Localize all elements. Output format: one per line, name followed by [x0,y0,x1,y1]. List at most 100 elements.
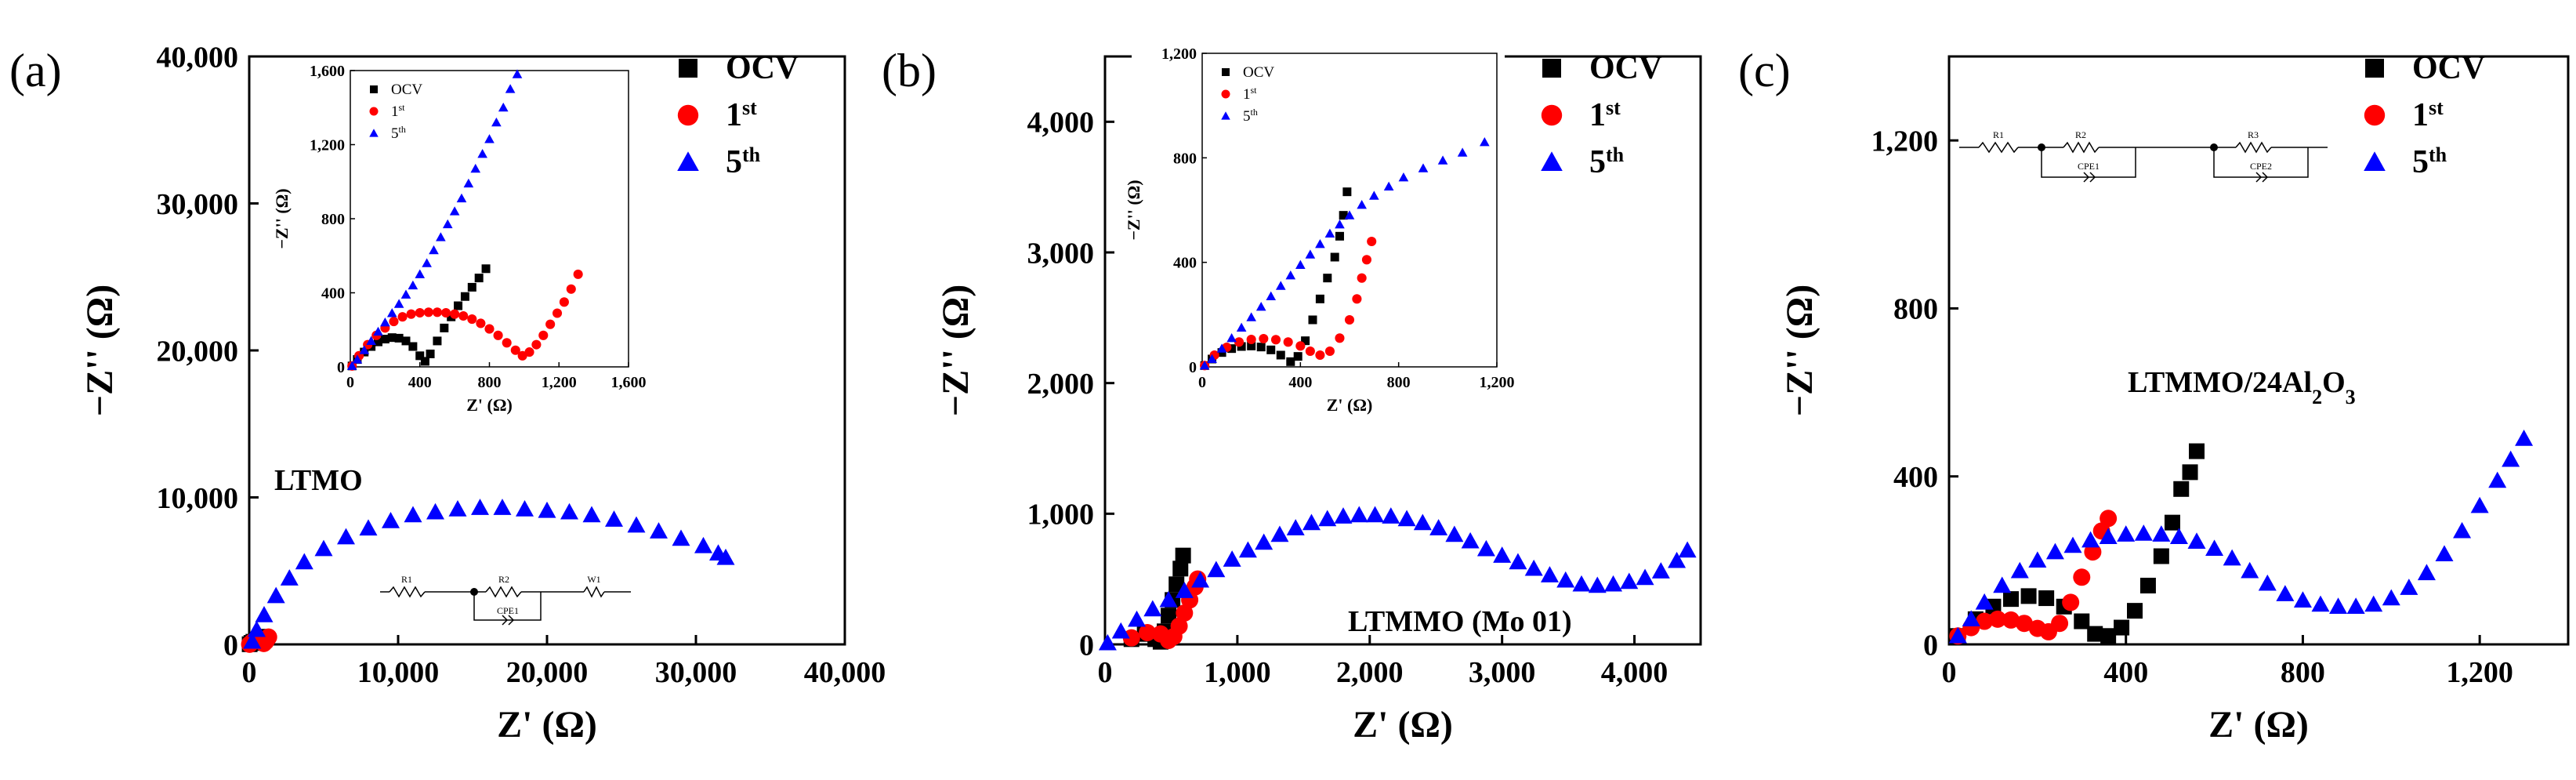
data-point [2134,524,2153,541]
data-point [1236,322,1247,332]
data-point [1993,576,2012,593]
data-point [1315,239,1325,249]
legend-superscript: th [1606,143,1625,166]
circuit-label: W1 [587,574,600,585]
x-tick-label: 800 [2281,656,2325,689]
data-point [1276,350,1285,360]
x-tick-label: 0 [242,656,257,689]
legend-superscript: th [1251,107,1258,118]
data-point [1461,531,1480,549]
sample-annotation: LTMO [274,464,363,497]
data-point [512,69,523,78]
data-point [259,628,277,646]
legend-superscript: th [2429,143,2447,166]
data-point [1259,333,1269,344]
data-point [1369,190,1379,200]
data-point [467,282,476,292]
legend-marker [1541,104,1563,126]
data-point [1168,576,1185,593]
data-point [2139,578,2156,593]
circuit-cpe [2089,172,2096,183]
data-point [408,342,418,351]
legend-marker [370,85,378,93]
data-point [1227,344,1237,354]
data-point [1247,341,1256,350]
data-point [1122,629,1140,647]
x-axis-title: Z' (Ω) [2208,704,2309,746]
data-point [1350,506,1368,523]
data-point [1445,525,1464,542]
data-point [2002,611,2020,629]
data-point [454,301,463,310]
legend-label: OCV [1589,50,1662,86]
legend-label: 1st [1589,96,1621,134]
data-point [1255,533,1274,550]
data-point [1308,315,1317,325]
data-point [1540,566,1559,582]
legend-marker [1222,68,1230,76]
data-point [2003,591,2019,608]
data-point [2400,579,2418,595]
data-point [1342,187,1352,197]
data-point [432,307,442,317]
data-point [1305,249,1316,259]
data-point [573,269,583,279]
data-point [1651,562,1670,579]
y-tick-label: 400 [1893,461,1938,494]
x-tick-label: 10,000 [357,656,440,689]
y-tick-label: 800 [1173,150,1197,167]
data-point [650,522,668,539]
data-point [1293,352,1302,361]
data-point [2169,528,2188,545]
legend-marker [677,104,699,126]
x-tick-label: 1,200 [542,374,577,391]
data-point [337,528,355,545]
data-point [1207,354,1217,364]
data-point [471,499,489,515]
data-point [1270,525,1289,542]
data-point [426,349,435,358]
data-point [474,274,484,283]
data-point [1295,259,1306,270]
data-point [463,178,474,188]
data-point [456,193,467,203]
legend-label: OCV [391,82,422,98]
data-point [1334,507,1353,524]
data-point [1226,333,1237,343]
circuit-cpe [2255,172,2263,183]
data-point [1335,333,1345,343]
data-point [448,500,467,517]
axes-frame [1201,53,1498,368]
data-point [605,510,623,527]
data-point [491,117,502,127]
data-point [2117,525,2136,542]
data-point [2038,590,2055,607]
data-point [426,502,444,520]
data-point [1962,610,1980,627]
data-point [408,280,418,290]
y-tick-label: 1,200 [1871,125,1939,158]
data-point [2189,443,2205,459]
axes-frame [1947,55,2570,646]
x-tick-label: 30,000 [655,656,737,689]
y-tick-label: 1,200 [1161,45,1197,63]
data-point [1324,228,1335,238]
data-point [380,335,389,344]
data-point [1397,510,1416,527]
data-point [280,569,299,586]
data-point [415,351,425,361]
x-tick-label: 1,000 [1204,656,1271,689]
series-1st [1200,236,1377,371]
circuit-label: R2 [498,574,509,585]
data-point [382,512,400,528]
circuit-label: CPE1 [2078,161,2100,172]
data-point [2081,531,2100,548]
x-tick-label: 0 [1942,656,1957,689]
data-point [387,333,397,343]
data-point [352,354,363,364]
data-point [2470,496,2489,513]
data-point [517,350,527,361]
y-tick-label: 4,000 [1027,107,1095,140]
data-point [400,289,411,299]
legend-superscript: th [399,124,406,135]
